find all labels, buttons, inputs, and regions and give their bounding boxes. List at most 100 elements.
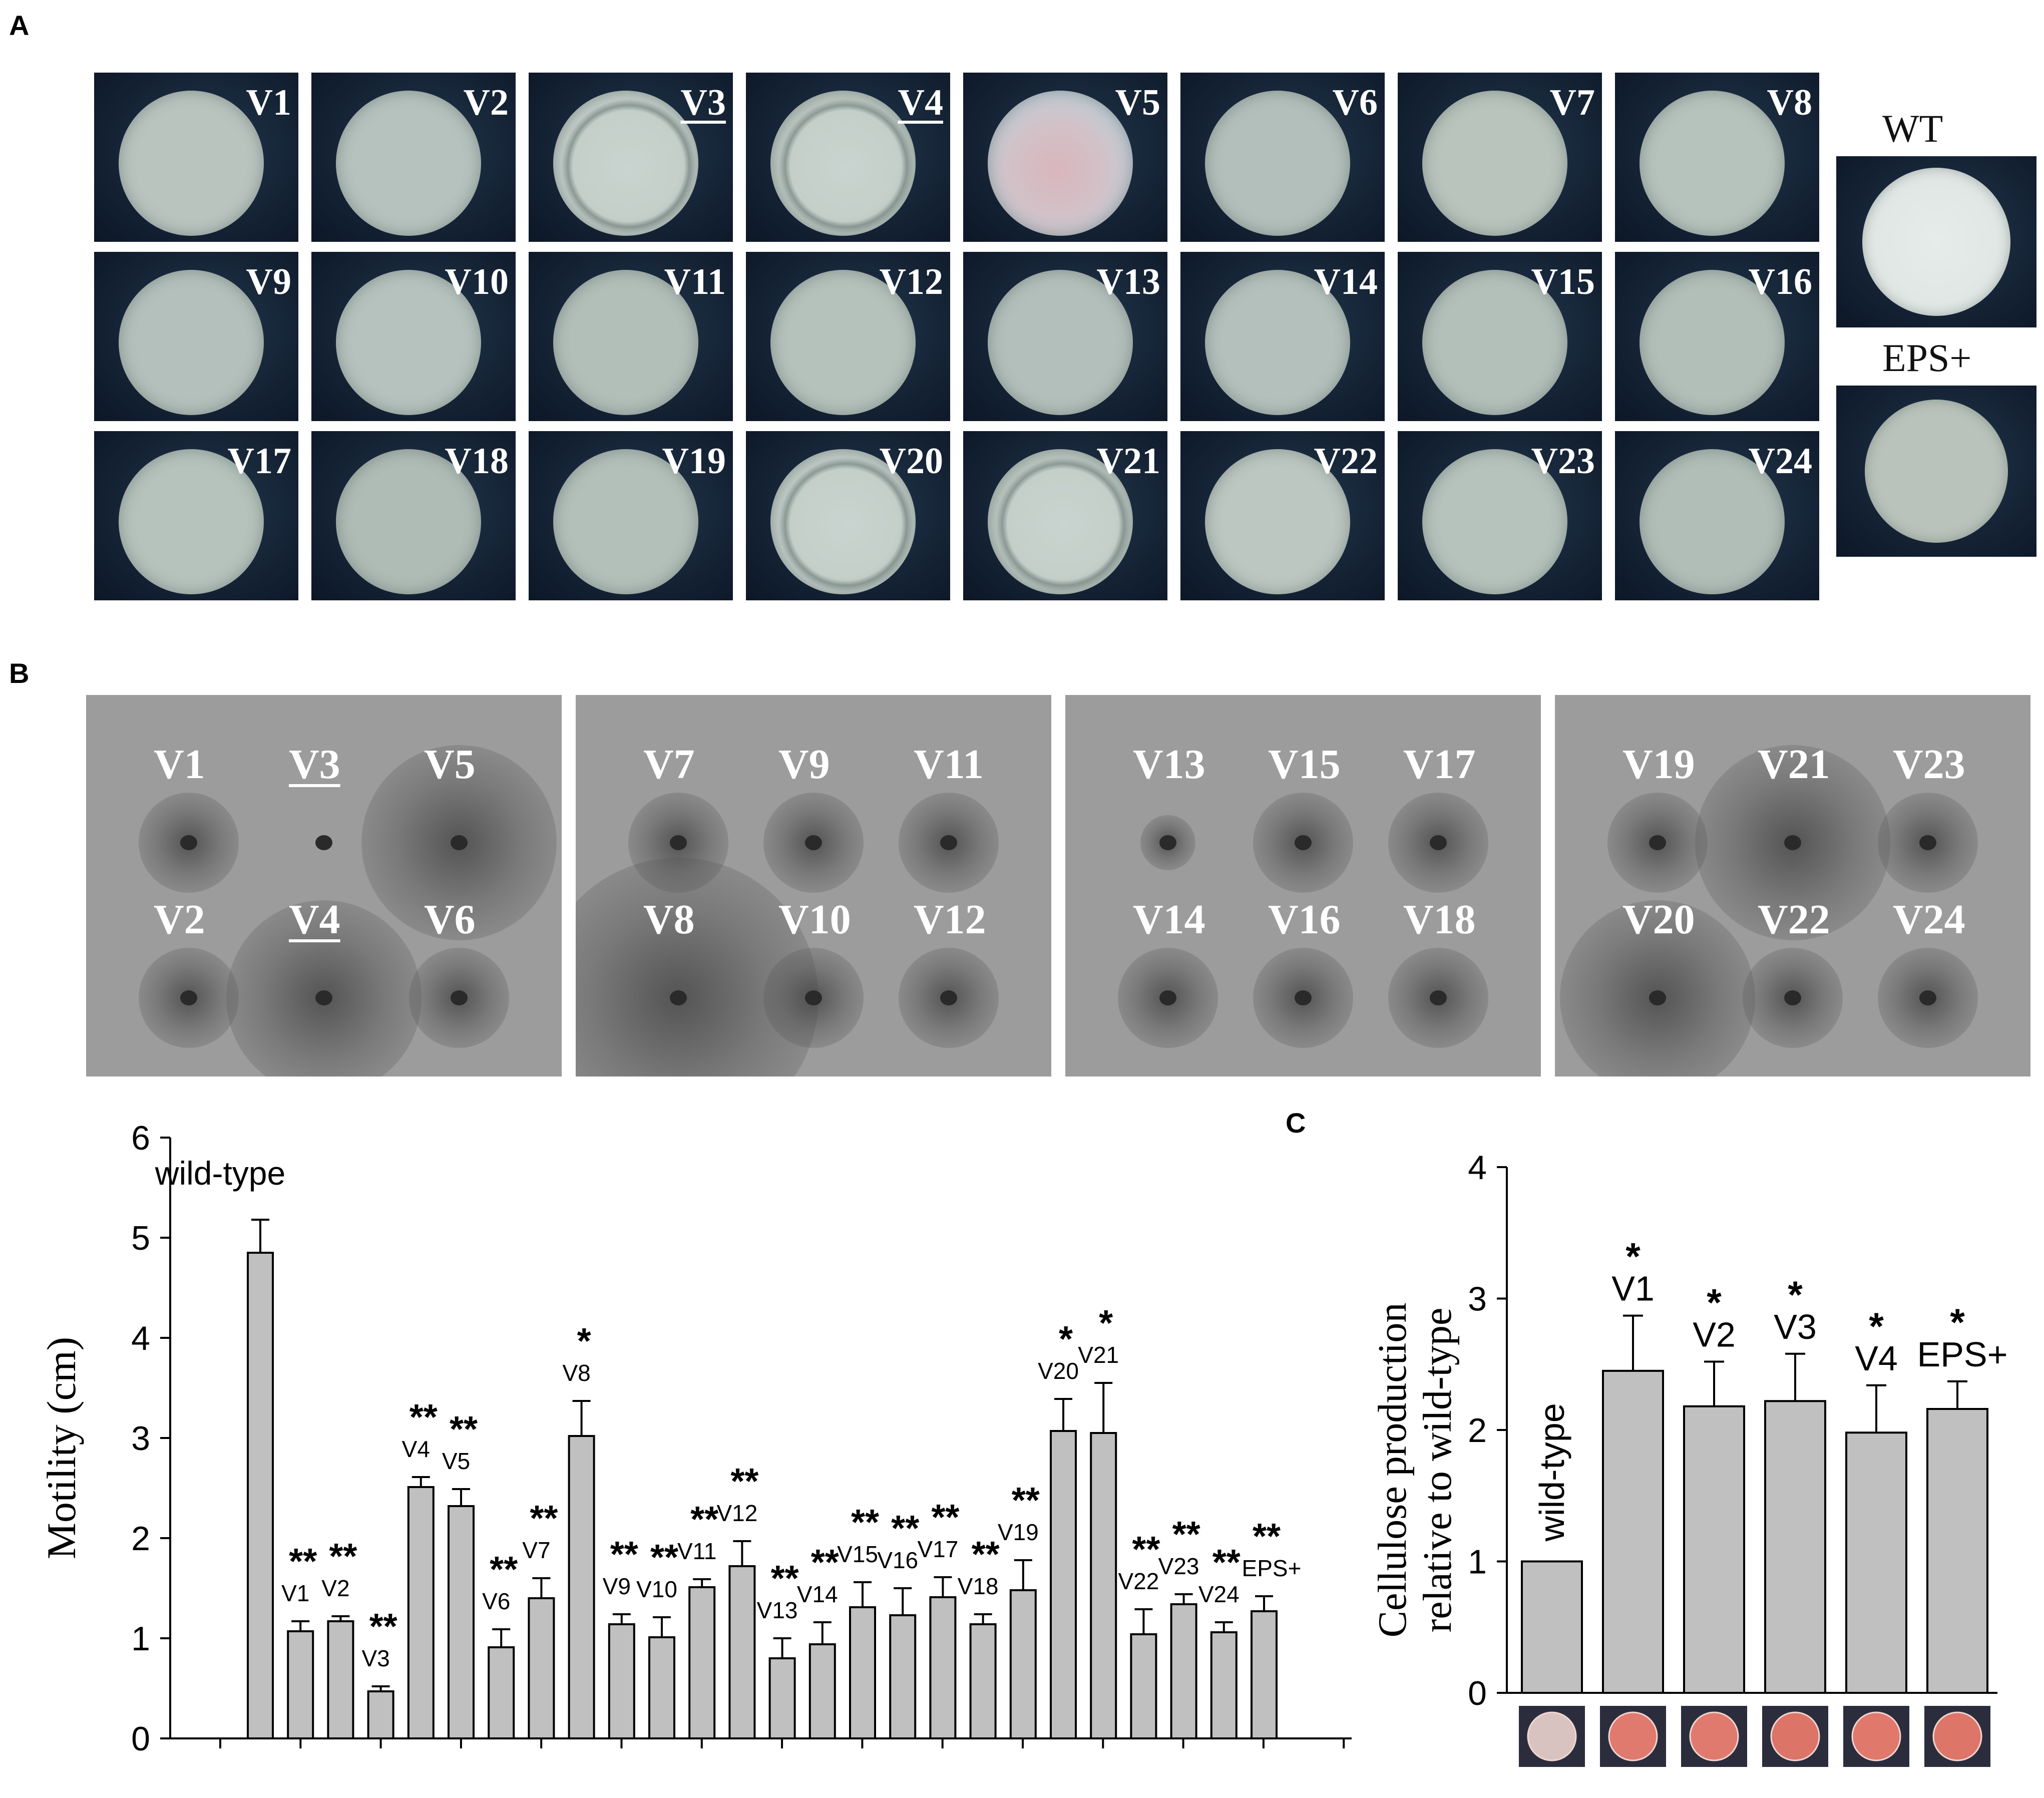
colony-image-wt xyxy=(1836,156,2036,327)
category-label: V1 xyxy=(281,1580,309,1606)
colony-label: V1 xyxy=(246,82,291,123)
y-tick-label: 2 xyxy=(131,1520,150,1558)
colony-label: V7 xyxy=(1549,82,1595,123)
colony xyxy=(119,449,264,594)
colony-image-v6: V6 xyxy=(1180,73,1385,242)
plate-label: V17 xyxy=(1403,741,1476,788)
inoculation-spot xyxy=(1919,990,1936,1005)
category-label: V10 xyxy=(636,1576,677,1602)
colony-image-v19: V19 xyxy=(529,431,733,600)
category-label: V4 xyxy=(402,1436,430,1462)
category-label: V23 xyxy=(1158,1553,1199,1579)
bar-v13 xyxy=(768,1657,796,1739)
category-label: V18 xyxy=(958,1573,999,1599)
colony xyxy=(988,449,1133,594)
y-tick-label: 3 xyxy=(131,1419,150,1458)
colony-image-v23: V23 xyxy=(1398,431,1602,600)
y-tick-label: 5 xyxy=(131,1219,150,1257)
bar-v8 xyxy=(568,1435,595,1739)
congo-red-colony xyxy=(1851,1711,1901,1761)
colony-label: V3 xyxy=(680,82,726,123)
plate-label: V3 xyxy=(289,741,340,788)
bar-v2 xyxy=(327,1620,354,1739)
significance-marker: * xyxy=(1707,1282,1722,1324)
colony-label: V16 xyxy=(1748,261,1812,302)
congo-red-colony xyxy=(1932,1711,1982,1761)
significance-marker: ** xyxy=(610,1535,638,1575)
colony-label: V19 xyxy=(662,441,726,482)
inoculation-spot xyxy=(1919,835,1936,850)
colony xyxy=(988,91,1133,236)
colony-label: V17 xyxy=(227,441,291,482)
plate-label: V20 xyxy=(1622,896,1695,943)
bar-v19 xyxy=(1009,1589,1037,1739)
colony-image-v24: V24 xyxy=(1615,431,1819,600)
category-label: V24 xyxy=(1198,1581,1240,1607)
colony xyxy=(336,449,481,594)
category-label: V4 xyxy=(1855,1339,1898,1378)
colony xyxy=(988,270,1133,415)
colony xyxy=(1862,168,2010,316)
bar-v11 xyxy=(688,1586,716,1739)
bar-eps+ xyxy=(1251,1610,1278,1739)
bar-v1 xyxy=(1602,1369,1664,1694)
colony xyxy=(1205,270,1350,415)
plate-label: V5 xyxy=(424,741,476,788)
colony-image-v8: V8 xyxy=(1615,73,1819,242)
plate-label: V7 xyxy=(643,741,695,788)
bar-v16 xyxy=(889,1614,917,1739)
category-label: V20 xyxy=(1038,1358,1079,1384)
colony-image-v22: V22 xyxy=(1180,431,1385,600)
inoculation-spot xyxy=(670,990,687,1005)
significance-marker: ** xyxy=(1253,1517,1281,1557)
motility-plate-3: V13 V15 V17 V14 V16 V18 xyxy=(1065,695,1541,1076)
category-label: V1 xyxy=(1611,1269,1655,1308)
colony xyxy=(1422,91,1567,236)
significance-marker: * xyxy=(1099,1303,1113,1343)
category-label: V12 xyxy=(716,1500,757,1526)
bar-v1 xyxy=(287,1630,314,1739)
panel-letter-a: A xyxy=(9,10,30,41)
significance-marker: ** xyxy=(972,1535,1000,1575)
inoculation-spot xyxy=(315,990,332,1005)
category-label: wild-type xyxy=(1532,1403,1571,1542)
colony xyxy=(1205,91,1350,236)
bar-v7 xyxy=(528,1597,555,1739)
category-label: V16 xyxy=(877,1547,918,1573)
bar-v4 xyxy=(1845,1431,1907,1694)
inoculation-spot xyxy=(1430,835,1447,850)
bar-v6 xyxy=(488,1646,515,1739)
colony xyxy=(119,91,264,236)
y-tick-label: 0 xyxy=(131,1720,150,1758)
colony-image-v21: V21 xyxy=(963,431,1167,600)
colony-label: V8 xyxy=(1767,82,1812,123)
bar-v18 xyxy=(969,1623,997,1739)
plate-label: V19 xyxy=(1622,741,1695,788)
colony-image-eps xyxy=(1836,386,2036,557)
category-label: V2 xyxy=(1693,1315,1736,1354)
plate-label: V14 xyxy=(1133,896,1205,943)
bar-v9 xyxy=(608,1623,635,1739)
bar-v2 xyxy=(1683,1405,1745,1694)
plate-label: V22 xyxy=(1758,896,1830,943)
colony-label: V23 xyxy=(1531,441,1595,482)
colony-image-v2: V2 xyxy=(311,73,516,242)
y-tick-label: 2 xyxy=(1468,1411,1487,1450)
bar-v23 xyxy=(1170,1603,1197,1739)
inoculation-spot xyxy=(1784,835,1801,850)
category-label: EPS+ xyxy=(1917,1335,2008,1374)
y-axis-label-line-1: Cellulose production xyxy=(1371,1303,1415,1638)
colony-image-v20: V20 xyxy=(746,431,950,600)
colony-image-v16: V16 xyxy=(1615,252,1819,421)
y-axis-label: Motility (cm) xyxy=(39,1337,84,1559)
colony-image-v14: V14 xyxy=(1180,252,1385,421)
inoculation-spot xyxy=(315,835,332,850)
motility-plate-1: V1 V3 V5 V2 V4 V6 xyxy=(86,695,562,1076)
bar-v5 xyxy=(448,1505,475,1739)
colony-label: V24 xyxy=(1748,441,1812,482)
colony xyxy=(770,270,916,415)
colony xyxy=(1422,449,1567,594)
plate-label: V10 xyxy=(778,896,851,943)
inoculation-spot xyxy=(670,835,687,850)
plate-label: V13 xyxy=(1133,741,1205,788)
